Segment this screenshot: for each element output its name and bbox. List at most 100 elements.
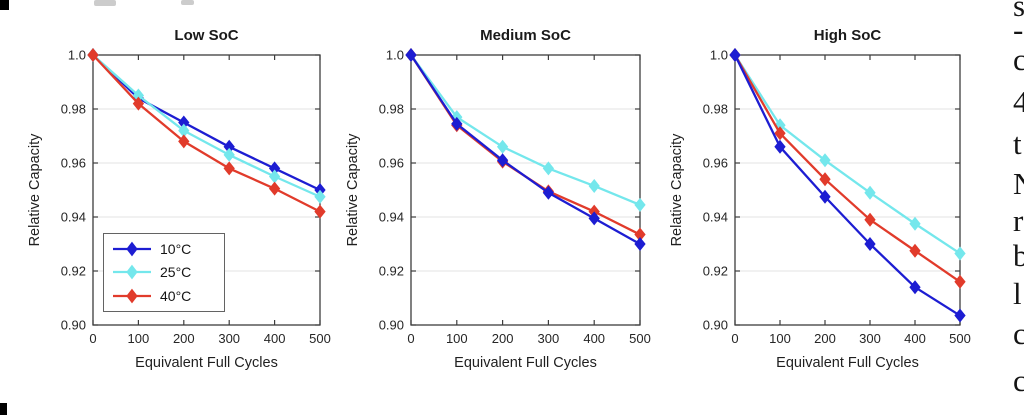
y-tick-label: 0.96 <box>702 155 728 171</box>
legend-label: 40°C <box>160 288 192 305</box>
series-line <box>92 54 321 198</box>
series-line <box>734 54 961 283</box>
y-tick-label: 0.90 <box>378 317 404 333</box>
x-tick-label: 500 <box>309 331 331 346</box>
x-tick-label: 300 <box>537 331 560 346</box>
data-point-marker <box>542 161 555 176</box>
series-red <box>405 48 646 242</box>
x-tick-label: 200 <box>491 331 514 346</box>
series-cyan <box>87 48 326 204</box>
plot-area <box>729 48 966 326</box>
data-point-marker <box>405 48 417 62</box>
y-tick-label: 0.98 <box>702 101 728 117</box>
data-point-marker <box>909 280 921 295</box>
clipped-text-fragment: b <box>1013 238 1024 273</box>
y-tick-label: 0.94 <box>378 209 404 225</box>
data-point-marker <box>496 153 509 168</box>
data-point-marker <box>954 274 966 289</box>
series-line <box>410 54 641 206</box>
plot-area <box>405 48 646 326</box>
series-cyan <box>729 48 966 261</box>
legend-marker-red <box>113 288 151 304</box>
clipped-text-fragment: s <box>1013 0 1024 23</box>
legend-diamond <box>126 241 138 257</box>
x-axis-label: Equivalent Full Cycles <box>776 355 919 371</box>
series-blue <box>405 48 646 251</box>
data-point-marker <box>223 161 235 176</box>
chart-title: High SoC <box>813 27 882 44</box>
data-point-marker <box>909 216 921 231</box>
clipped-text-fragment: 4 <box>1013 84 1024 119</box>
data-point-marker <box>314 189 326 204</box>
data-point-marker <box>774 126 786 141</box>
x-axis-label: Equivalent Full Cycles <box>454 355 597 371</box>
x-tick-label: 200 <box>172 331 195 346</box>
y-tick-label: 0.94 <box>702 209 728 225</box>
x-tick-label: 500 <box>949 331 971 346</box>
y-tick-label: 0.92 <box>60 263 86 279</box>
data-point-marker <box>496 139 509 154</box>
series-blue <box>729 48 966 323</box>
y-tick-label: 0.92 <box>702 263 728 279</box>
data-point-marker <box>864 185 876 200</box>
clipped-text-fragment: t <box>1013 126 1022 161</box>
data-point-marker <box>954 246 966 261</box>
legend-marker-blue <box>113 241 151 257</box>
data-point-marker <box>178 134 190 149</box>
y-tick-label: 1.0 <box>709 47 728 63</box>
y-tick-label: 1.0 <box>385 47 404 63</box>
y-tick-label: 0.98 <box>60 101 86 117</box>
clipped-text-fragment: c <box>1013 42 1024 77</box>
chart-title: Low SoC <box>174 27 239 44</box>
x-tick-label: 100 <box>127 331 150 346</box>
data-point-marker <box>451 116 463 131</box>
data-point-marker <box>223 147 235 162</box>
x-tick-label: 0 <box>89 331 97 346</box>
y-tick-label: 0.92 <box>378 263 404 279</box>
axes-box <box>410 54 641 326</box>
legend: 10°C 25°C 40°C <box>103 233 225 312</box>
series-line <box>410 54 641 246</box>
series-line <box>734 54 961 255</box>
series-cyan <box>405 48 646 212</box>
x-tick-label: 300 <box>218 331 241 346</box>
clipped-text-fragment: - <box>1013 12 1024 47</box>
clipped-text-fragment: c <box>1013 316 1024 351</box>
chart-title: Medium SoC <box>480 27 571 44</box>
x-tick-label: 0 <box>731 331 739 346</box>
artifact-top-smudge-1 <box>94 0 116 6</box>
data-point-marker <box>588 178 600 193</box>
y-tick-label: 0.90 <box>702 317 728 333</box>
plot-area <box>87 48 326 326</box>
series-line <box>410 54 641 236</box>
clipped-text-fragment: c <box>1013 363 1024 398</box>
legend-label: 10°C <box>160 240 192 257</box>
axes-box <box>734 54 961 326</box>
data-point-marker <box>864 212 876 227</box>
data-point-marker <box>819 189 831 204</box>
legend-diamond <box>126 265 138 280</box>
artifact-top-smudge-2 <box>181 0 194 5</box>
series-blue <box>87 48 326 197</box>
data-point-marker <box>954 308 966 323</box>
data-point-marker <box>314 204 326 219</box>
data-point-marker <box>774 139 786 154</box>
series-line <box>92 54 321 192</box>
artifact-top-left-corner <box>0 0 9 10</box>
x-tick-label: 400 <box>263 331 286 346</box>
legend-item-cyan: 25°C <box>112 264 218 280</box>
x-tick-label: 200 <box>814 331 836 346</box>
series-line <box>733 54 961 317</box>
x-tick-label: 500 <box>629 331 651 346</box>
data-point-marker <box>729 48 741 62</box>
x-axis-label: Equivalent Full Cycles <box>135 355 278 371</box>
data-point-marker <box>819 172 831 187</box>
x-tick-label: 300 <box>859 331 881 346</box>
x-tick-label: 100 <box>769 331 791 346</box>
series-red <box>729 48 966 289</box>
data-point-marker <box>87 48 99 62</box>
y-tick-label: 0.94 <box>60 209 86 225</box>
legend-item-blue: 10°C <box>112 241 218 257</box>
y-tick-label: 0.96 <box>60 155 86 171</box>
